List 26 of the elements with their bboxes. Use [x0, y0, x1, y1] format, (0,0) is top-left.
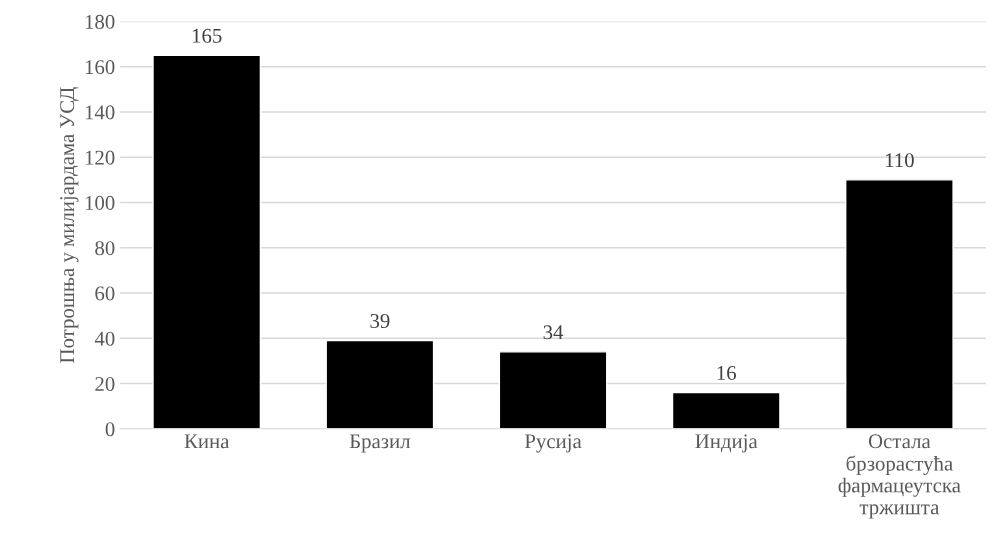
x-tick-label: Остала брзорастућа фармацеутска тржишта [838, 434, 961, 519]
data-label: 110 [886, 153, 914, 168]
bar [325, 339, 435, 429]
bar [671, 391, 781, 429]
x-tick-label: Русија [524, 434, 582, 453]
x-tick-label: Кина [184, 434, 230, 449]
x-tick-label: Индија [695, 434, 758, 453]
y-tick-label: 0 [105, 422, 115, 437]
y-tick-label: 120 [85, 150, 115, 165]
y-axis-title: Потрошња у милијардама УСД [60, 87, 79, 363]
y-tick-label: 40 [94, 331, 115, 346]
y-tick-label: 140 [85, 105, 115, 120]
data-label: 165 [192, 28, 222, 43]
y-tick-label: 180 [85, 14, 115, 29]
y-tick-label: 20 [95, 376, 115, 391]
data-label: 16 [717, 366, 737, 381]
y-tick-label: 160 [85, 60, 115, 75]
bar [498, 351, 608, 429]
data-label: 34 [543, 325, 564, 340]
y-tick-label: 80 [95, 241, 115, 256]
y-tick-label: 100 [85, 195, 115, 210]
bar [845, 179, 954, 429]
data-label: 39 [370, 313, 390, 328]
x-tick-label: Бразил [349, 434, 411, 453]
y-tick-label: 60 [95, 286, 115, 301]
bar [152, 54, 262, 429]
